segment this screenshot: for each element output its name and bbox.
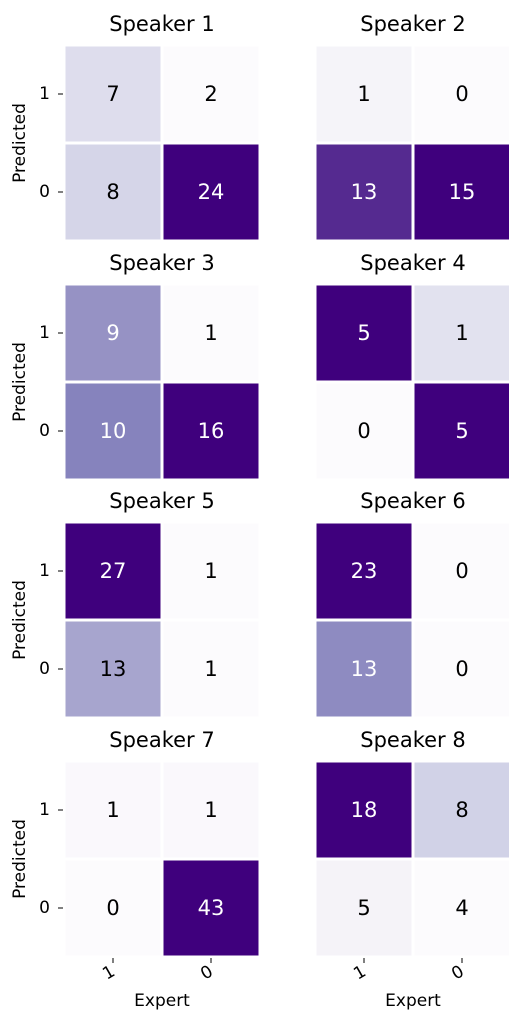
- heatmap-cell: [62, 43, 164, 145]
- y-tick-label: 1: [39, 323, 50, 343]
- heatmap-cell: [160, 759, 262, 861]
- cell-label: 0: [455, 82, 468, 106]
- cell-label: 4: [455, 896, 468, 920]
- heatmap-cell: [160, 141, 262, 243]
- cell-label: 1: [204, 798, 217, 822]
- heatmap-cell: [313, 759, 415, 861]
- cell-label: 8: [106, 180, 119, 204]
- cell-label: 7: [106, 82, 119, 106]
- cell-label: 15: [449, 180, 476, 204]
- heatmap-cell: [160, 380, 262, 482]
- cell-label: 1: [455, 321, 468, 345]
- heatmap-cell: [62, 380, 164, 482]
- y-tick-label: 1: [39, 84, 50, 104]
- chart-title: Speaker 4: [360, 251, 465, 275]
- chart-title: Speaker 7: [109, 728, 214, 752]
- chart-title: Speaker 1: [109, 12, 214, 36]
- cell-label: 0: [455, 559, 468, 583]
- y-tick-label: 0: [39, 182, 50, 202]
- cell-label: 1: [357, 82, 370, 106]
- cell-label: 27: [100, 559, 127, 583]
- x-tick-label: 1: [350, 962, 369, 985]
- y-axis-label: Predicted: [10, 580, 30, 660]
- y-axis-label: Predicted: [10, 103, 30, 183]
- chart-title: Speaker 2: [360, 12, 465, 36]
- heatmap-cell: [62, 520, 164, 622]
- y-tick-label: 1: [39, 561, 50, 581]
- cell-label: 0: [357, 419, 370, 443]
- heatmap-cell: [62, 141, 164, 243]
- cell-label: 43: [198, 896, 225, 920]
- cell-label: 13: [100, 657, 127, 681]
- heatmap-cell: [411, 520, 509, 622]
- heatmap-cell: [411, 380, 509, 482]
- heatmap: Speaker 2 1 0 13 15: [313, 12, 509, 243]
- heatmap-cell: [313, 141, 415, 243]
- x-axis-label: Expert: [134, 991, 190, 1011]
- heatmap: Speaker 6 23 0 13 0: [313, 489, 509, 720]
- y-tick-label: 0: [39, 659, 50, 679]
- cell-label: 10: [100, 419, 127, 443]
- cell-label: 5: [455, 419, 468, 443]
- x-tick-label: 0: [448, 962, 467, 985]
- cell-label: 8: [455, 798, 468, 822]
- y-tick-label: 1: [39, 800, 50, 820]
- x-axis-label: Expert: [385, 991, 441, 1011]
- heatmap-cell: [160, 857, 262, 959]
- cell-label: 13: [351, 180, 378, 204]
- heatmap-cell: [160, 520, 262, 622]
- cell-label: 1: [204, 657, 217, 681]
- heatmap-cell: [411, 857, 509, 959]
- y-axis-label: Predicted: [10, 342, 30, 422]
- cell-label: 24: [198, 180, 225, 204]
- heatmap-cell: [160, 43, 262, 145]
- heatmap-cell: [411, 282, 509, 384]
- heatmap-cell: [411, 141, 509, 243]
- heatmap-cell: [313, 857, 415, 959]
- cell-label: 0: [455, 657, 468, 681]
- cell-label: 2: [204, 82, 217, 106]
- chart-title: Speaker 3: [109, 251, 214, 275]
- cell-label: 16: [198, 419, 225, 443]
- chart-title: Speaker 8: [360, 728, 465, 752]
- heatmap: Speaker 7 1 1 0 43 1 0 1 0 Predicted Expert: [10, 728, 262, 1011]
- heatmap-cell: [62, 759, 164, 861]
- heatmap-cell: [411, 43, 509, 145]
- x-tick-label: 1: [99, 962, 118, 985]
- heatmap: Speaker 5 27 1 13 1 1 0 Predicted: [10, 489, 262, 720]
- cell-label: 13: [351, 657, 378, 681]
- cell-label: 9: [106, 321, 119, 345]
- cell-label: 1: [204, 559, 217, 583]
- cell-label: 1: [106, 798, 119, 822]
- cell-label: 18: [351, 798, 378, 822]
- cell-label: 5: [357, 321, 370, 345]
- heatmap: Speaker 8 18 8 5 4 1 0 Expert: [313, 728, 509, 1011]
- heatmap-cell: [313, 380, 415, 482]
- cell-label: 0: [106, 896, 119, 920]
- heatmap: Speaker 4 5 1 0 5: [313, 251, 509, 482]
- chart-title: Speaker 5: [109, 489, 214, 513]
- heatmap-cell: [411, 618, 509, 720]
- heatmap-cell: [62, 282, 164, 384]
- cell-label: 1: [204, 321, 217, 345]
- heatmap-cell: [160, 618, 262, 720]
- y-tick-label: 0: [39, 421, 50, 441]
- heatmap: Speaker 1 7 2 8 24 1 0 Predicted: [10, 12, 262, 243]
- y-tick-label: 0: [39, 898, 50, 918]
- y-axis-label: Predicted: [10, 819, 30, 899]
- cell-label: 23: [351, 559, 378, 583]
- chart-title: Speaker 6: [360, 489, 465, 513]
- heatmap-cell: [62, 857, 164, 959]
- x-tick-label: 0: [197, 962, 216, 985]
- cell-label: 5: [357, 896, 370, 920]
